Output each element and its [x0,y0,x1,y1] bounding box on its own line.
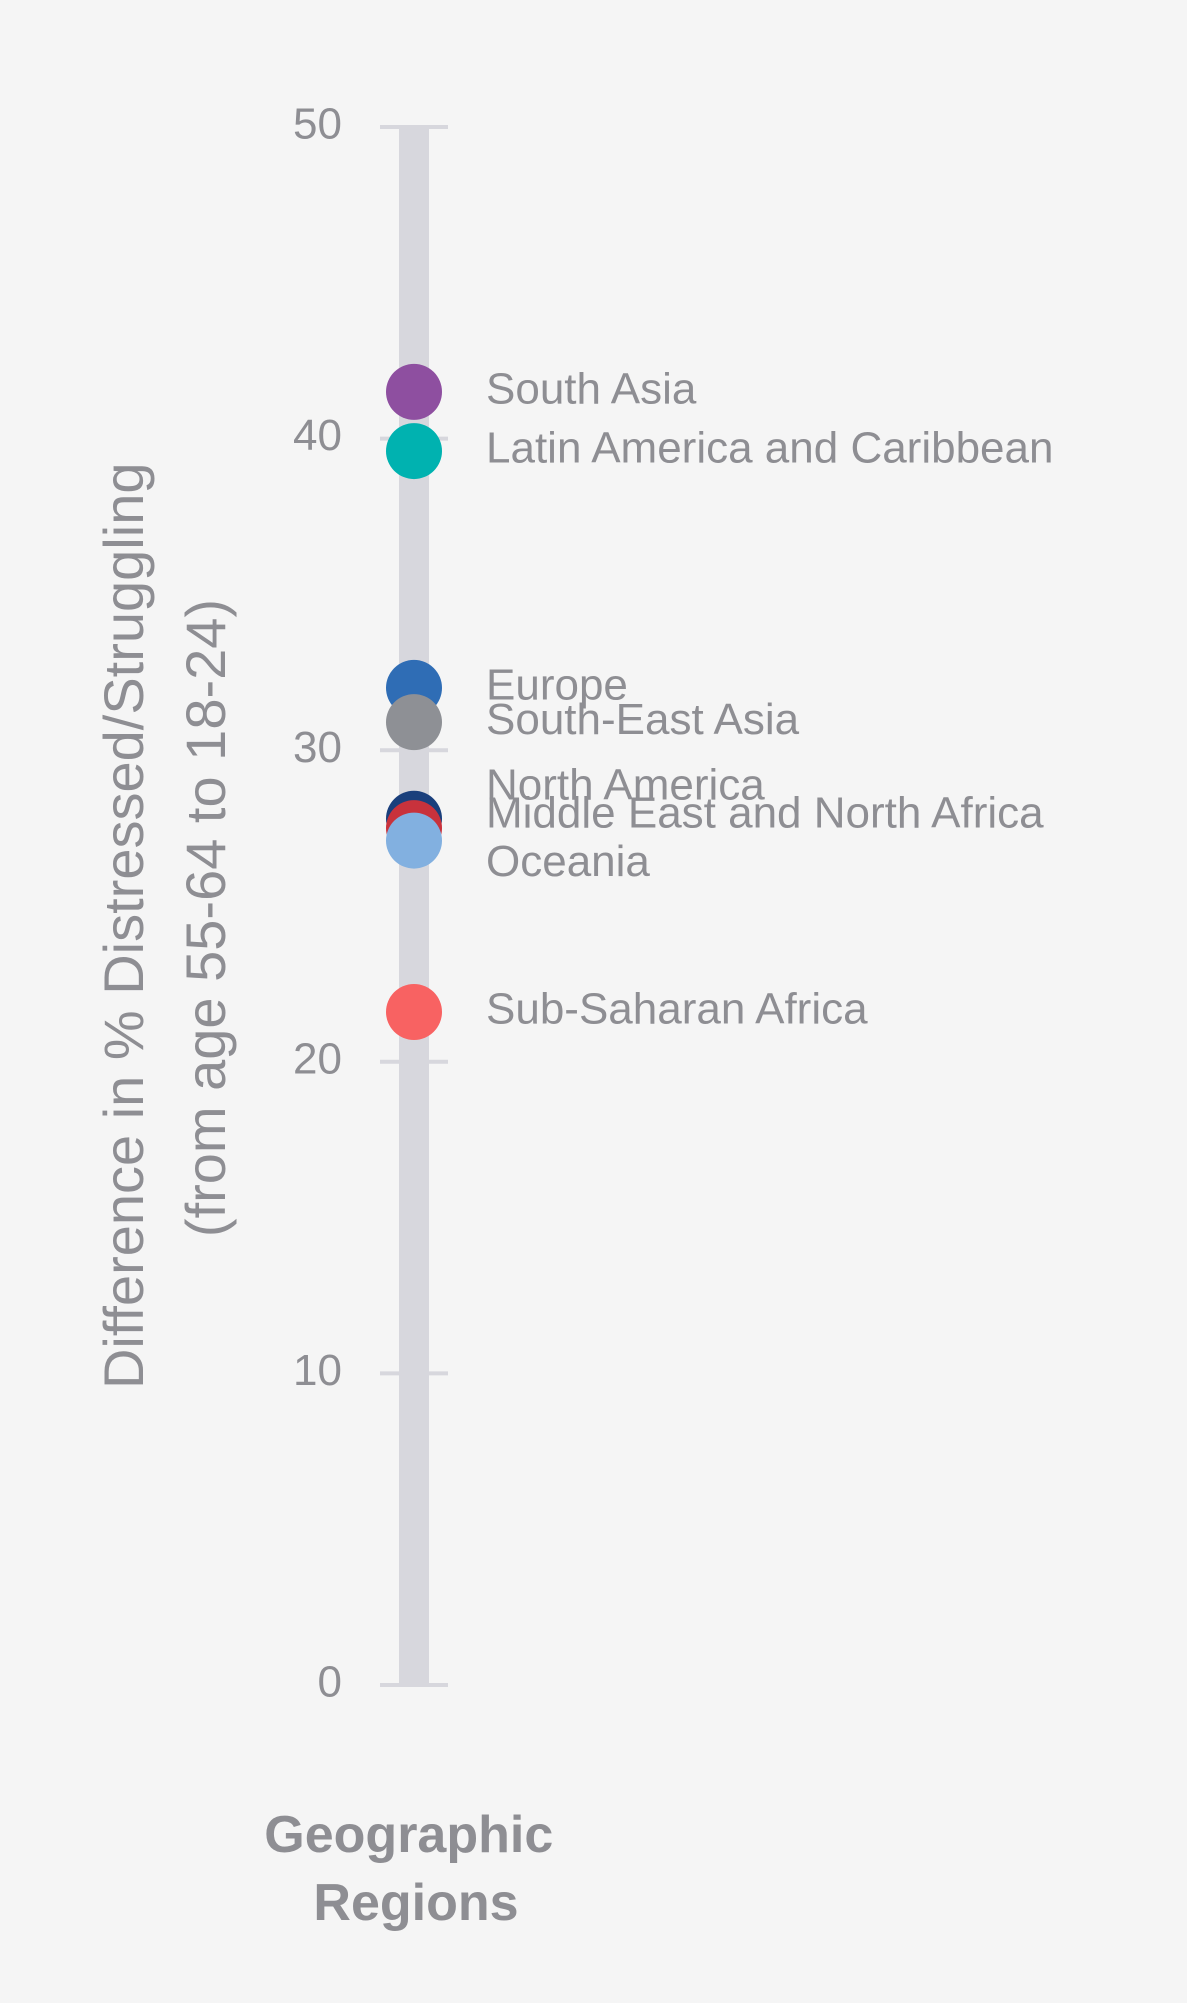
y-axis-title-line2: (from age 55-64 to 18-24) [174,599,237,1237]
point-label: South Asia [486,364,697,413]
y-axis-title-line1: Difference in % Distressed/Struggling [92,463,155,1390]
y-axis-title: Difference in % Distressed/Struggling (f… [92,447,237,1389]
y-tick-label: 10 [293,1346,342,1395]
point-label: Europe [486,661,628,710]
y-tick-label: 40 [293,411,342,460]
y-tick-label: 30 [293,723,342,772]
data-point[interactable] [386,423,442,480]
data-point[interactable] [386,694,442,751]
point-label: South-East Asia [486,695,800,744]
data-point[interactable] [386,812,442,869]
y-tick-label: 20 [293,1034,342,1083]
y-tick-label: 50 [293,100,342,149]
point-label: Oceania [486,837,650,886]
x-axis-title-line1: Geographic [264,1806,553,1864]
point-label: Sub-Saharan Africa [486,985,868,1034]
axis-track [399,127,429,1685]
x-axis-title-line2: Regions [313,1874,518,1932]
point-labels: South Asia Latin America and Caribbean Eur… [486,364,1053,1033]
point-label: Middle East and North Africa [486,789,1044,838]
data-point[interactable] [386,983,442,1040]
point-label: Latin America and Caribbean [486,424,1053,473]
data-point[interactable] [386,363,442,420]
y-axis: 0 10 20 30 40 50 [293,100,448,1707]
point-label: North America [486,760,765,809]
data-points [386,363,442,1040]
y-tick-label: 0 [318,1658,342,1707]
x-axis-title: Geographic Regions [264,1806,567,1932]
